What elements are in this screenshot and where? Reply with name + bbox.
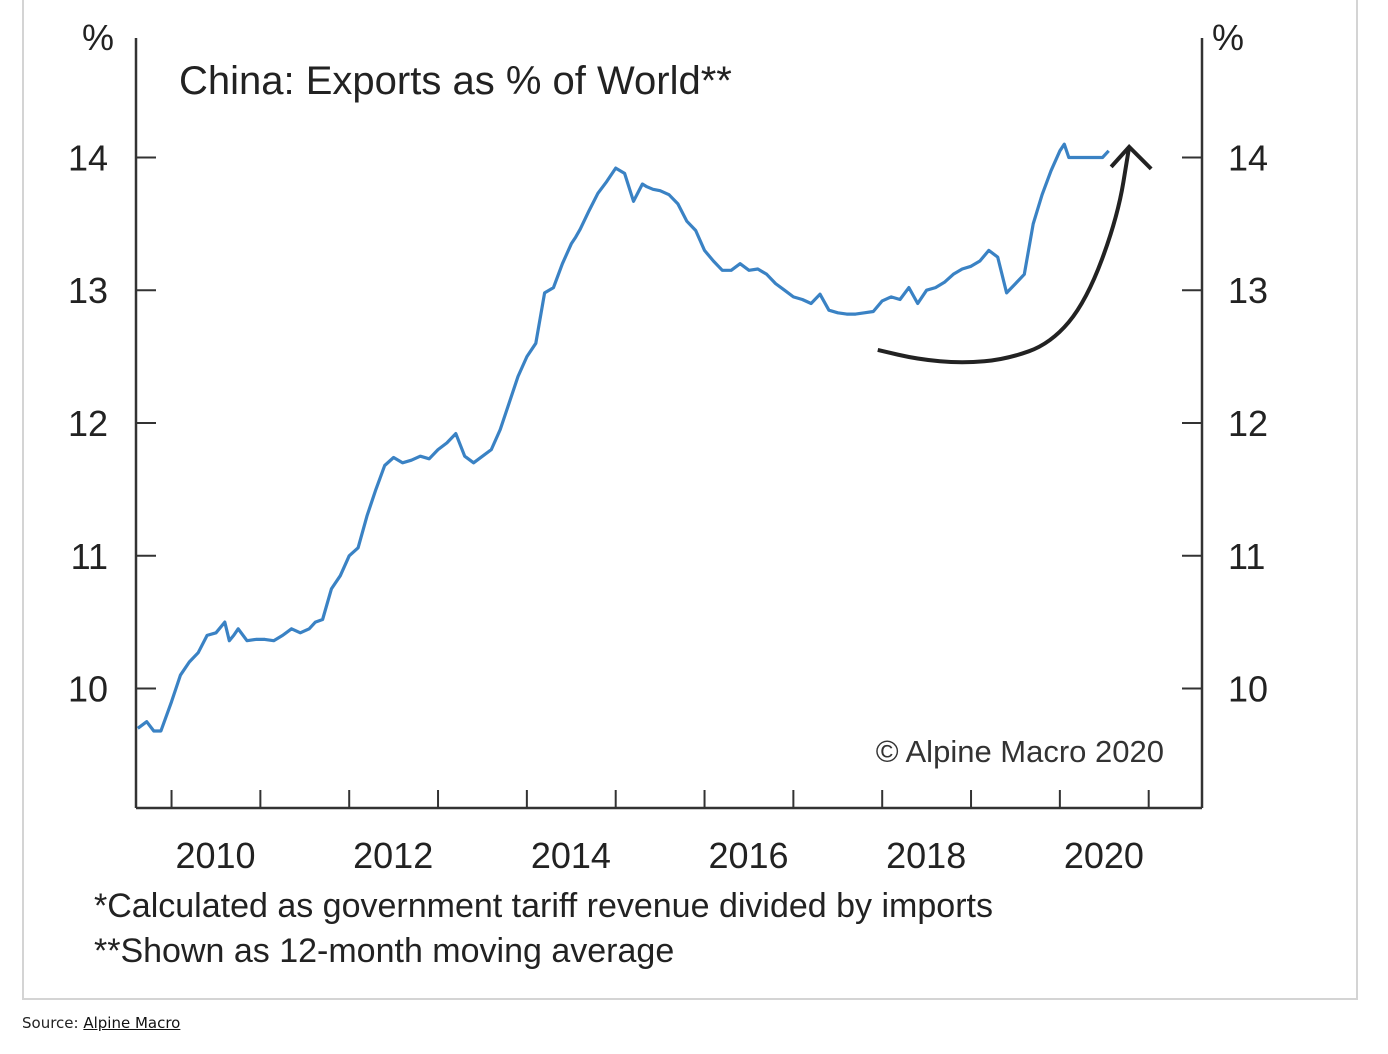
- x-tick-label: 2020: [1064, 835, 1144, 876]
- x-tick-label: 2010: [175, 835, 255, 876]
- chart-frame: 10 10 11 11 12 12 13 13 14 14 2010 2012 2014 2016 201…: [22, 0, 1358, 1000]
- x-tick-label: 2016: [708, 835, 788, 876]
- trend-arrow: [877, 146, 1132, 365]
- y-tick-label-left: 13: [68, 270, 108, 311]
- source-link[interactable]: Alpine Macro: [83, 1014, 181, 1032]
- left-unit-label: %: [82, 17, 114, 58]
- y-tick-label-right: 11: [1228, 536, 1265, 577]
- source-prefix: Source:: [22, 1014, 84, 1032]
- y-tick-label-right: 12: [1228, 403, 1268, 444]
- y-tick-label-left: 11: [71, 536, 108, 577]
- source-line: Source: Alpine Macro: [22, 1014, 180, 1032]
- x-tick-label: 2012: [353, 835, 433, 876]
- right-unit-label: %: [1212, 17, 1244, 58]
- watermark: © Alpine Macro 2020: [876, 734, 1164, 769]
- series-line-exports-share: [136, 142, 1110, 733]
- chart-title: China: Exports as % of World**: [179, 59, 732, 103]
- y-tick-label-right: 10: [1228, 669, 1268, 710]
- y-tick-label-right: 13: [1228, 270, 1268, 311]
- y-tick-label-right: 14: [1228, 137, 1268, 178]
- x-tick-label: 2014: [531, 835, 611, 876]
- y-tick-label-left: 10: [68, 669, 108, 710]
- x-ticks: 2010 2012 2014 2016 2018 2020: [170, 790, 1150, 876]
- y-ticks: 10 10 11 11 12 12 13 13 14 14: [68, 137, 1268, 709]
- x-tick-label: 2018: [886, 835, 966, 876]
- axes: [134, 38, 1204, 810]
- y-tick-label-left: 12: [68, 403, 108, 444]
- trend-arrowhead: [1109, 143, 1153, 171]
- y-tick-label-left: 14: [68, 137, 108, 178]
- footnote-1: *Calculated as government tariff revenue…: [94, 887, 993, 925]
- footnote-2: **Shown as 12-month moving average: [94, 932, 674, 970]
